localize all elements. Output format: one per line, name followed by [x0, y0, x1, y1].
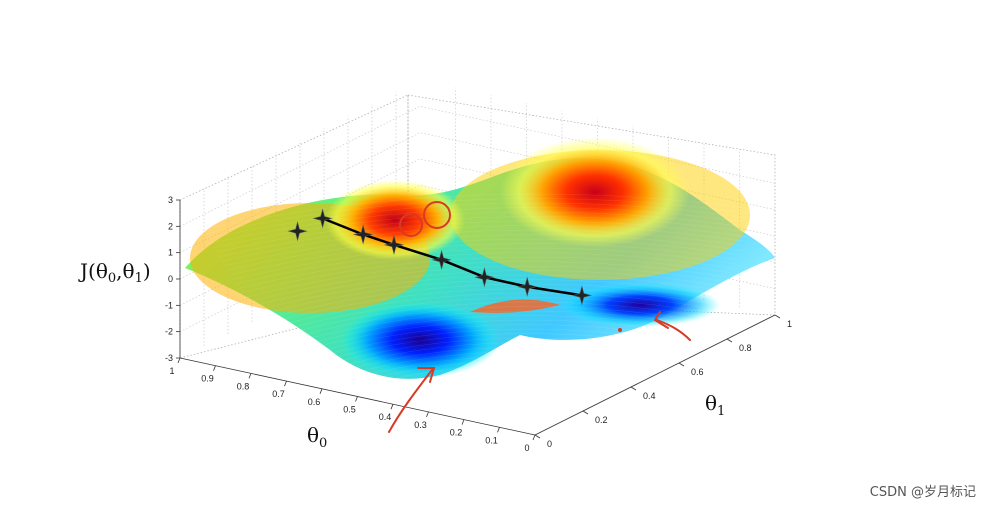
- theta0-tick-mark: [390, 404, 394, 410]
- watermark: CSDN @岁月标记: [869, 485, 976, 500]
- z-axis: 3 2 1 0 -1 -2 -3: [165, 195, 181, 363]
- descent-point: [431, 249, 452, 270]
- descent-point: [312, 208, 333, 229]
- z-tick-label: -1: [165, 300, 173, 310]
- descent-point: [571, 285, 593, 306]
- theta0-tick-mark: [177, 357, 181, 364]
- theta1-axis: 0 0.2 0.4 0.6 0.8 1: [534, 314, 792, 449]
- theta0-tick-label: 0.1: [485, 435, 498, 445]
- start-point: [287, 221, 308, 242]
- theta1-axis-label: θ1: [705, 391, 725, 419]
- start-circle-2: [423, 201, 451, 229]
- theta0-tick-label: 0.9: [201, 374, 214, 384]
- theta1-tick-mark: [726, 338, 733, 343]
- theta1-tick-mark: [774, 314, 781, 319]
- theta1-tick-mark: [678, 362, 685, 367]
- theta0-tick-label: 0.7: [272, 389, 285, 399]
- theta1-tick-label: 0.4: [643, 391, 656, 401]
- gradient-descent-path: [287, 208, 593, 306]
- theta0-tick-mark: [426, 411, 429, 418]
- cost-surface: [185, 137, 775, 406]
- z-tick-label: 3: [168, 195, 173, 205]
- annotations: [388, 201, 691, 433]
- theta1-tick-label: 0.8: [739, 343, 752, 353]
- theta1-tick-label: 0.6: [691, 367, 704, 377]
- arrow-right-minimum: [656, 319, 691, 341]
- marker-dot: [618, 328, 622, 332]
- theta0-tick-mark: [532, 434, 536, 441]
- z-tick-label: -2: [165, 327, 173, 337]
- theta0-tick-mark: [248, 373, 252, 379]
- theta0-tick-label: 0.4: [379, 412, 392, 422]
- arrow-left-minimum: [388, 369, 433, 433]
- theta0-tick-label: 0.3: [414, 420, 427, 430]
- arrow-left-head: [417, 367, 436, 383]
- theta0-tick-mark: [497, 427, 500, 433]
- z-tick-label: 1: [168, 248, 173, 258]
- theta1-tick-mark: [582, 410, 589, 415]
- arrow-right-head: [653, 311, 669, 329]
- theta1-tick-label: 0.2: [595, 415, 608, 425]
- theta0-tick-label: 1: [169, 366, 174, 376]
- theta0-tick-label: 0.6: [308, 397, 321, 407]
- theta0-tick-label: 0.2: [450, 428, 463, 438]
- theta0-tick-mark: [284, 380, 287, 387]
- theta0-tick-label: 0.8: [237, 381, 250, 391]
- theta0-tick-label: 0.5: [343, 405, 356, 415]
- theta0-tick-label: 0: [524, 443, 529, 453]
- theta0-axis: 1 0.9 0.8 0.7 0.6 0.5 0.4 0.3 0.2 0.1 0: [169, 357, 536, 453]
- theta0-axis-label: θ0: [307, 423, 327, 451]
- descent-point: [517, 276, 538, 297]
- theta1-tick-mark: [534, 434, 541, 439]
- theta1-tick-label: 0: [547, 439, 552, 449]
- theta1-tick-mark: [630, 386, 637, 391]
- theta0-tick-mark: [461, 419, 465, 425]
- theta0-tick-mark: [355, 396, 358, 402]
- z-axis-label: J(θ0,θ1): [78, 259, 151, 286]
- theta0-tick-mark: [319, 388, 323, 394]
- start-circle-1: [399, 213, 423, 237]
- theta0-tick-mark: [213, 365, 216, 371]
- z-tick-label: 0: [168, 274, 173, 284]
- z-tick-label: -3: [165, 353, 173, 363]
- theta1-tick-label: 1: [787, 319, 792, 329]
- descent-point: [352, 224, 374, 245]
- descent-point: [474, 267, 495, 288]
- descent-point: [383, 234, 405, 255]
- z-tick-label: 2: [168, 221, 173, 231]
